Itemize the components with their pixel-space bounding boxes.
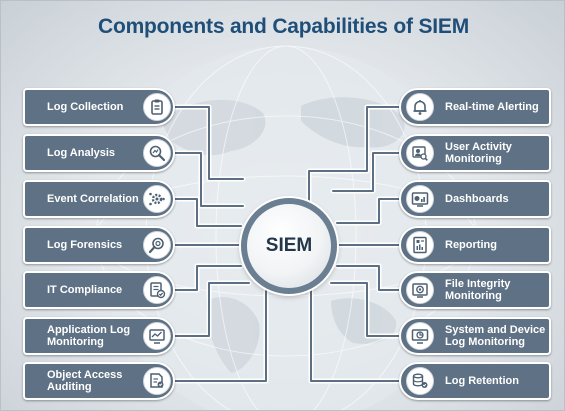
capability-dashboards: Dashboards — [399, 180, 551, 218]
component-label: Log Collection — [47, 101, 124, 113]
component-log-collection: Log Collection — [23, 88, 175, 126]
capability-label: Real-time Alerting — [445, 101, 539, 113]
capability-label: System and Device Log Monitoring — [445, 324, 546, 348]
page-title: Components and Capabilities of SIEM — [97, 15, 470, 38]
component-label: Application Log Monitoring — [47, 324, 131, 348]
capability-reporting: Reporting — [399, 226, 551, 264]
capability-user-activity-monitoring: User Activity Monitoring — [399, 134, 551, 172]
dashboard-icon — [406, 185, 434, 213]
component-object-access-auditing: Object Access Auditing — [23, 362, 175, 400]
capability-label: Log Retention — [445, 375, 519, 387]
magnifier-analysis-icon — [143, 139, 171, 167]
report-icon — [406, 231, 434, 259]
component-label: IT Compliance — [47, 284, 123, 296]
component-label: Object Access Auditing — [47, 369, 123, 393]
capability-label: Reporting — [445, 239, 497, 251]
component-label: Log Analysis — [47, 147, 116, 159]
monitor-chart-icon — [143, 322, 171, 350]
component-log-forensics: Log Forensics — [23, 226, 175, 264]
component-label: Event Correlation — [47, 193, 139, 205]
clipboard-icon — [143, 93, 171, 121]
capability-label: User Activity Monitoring — [445, 141, 512, 165]
system-monitor-icon — [406, 322, 434, 350]
capability-log-retention: Log Retention — [399, 362, 551, 400]
siem-hub: SIEM — [241, 198, 337, 294]
magnifier-icon — [143, 231, 171, 259]
user-search-icon — [406, 139, 434, 167]
bell-icon — [406, 93, 434, 121]
database-icon — [406, 367, 434, 395]
capability-system-device-log-monitoring: System and Device Log Monitoring — [399, 317, 551, 355]
document-audit-icon — [143, 367, 171, 395]
capability-file-integrity-monitoring: File Integrity Monitoring — [399, 271, 551, 309]
component-log-analysis: Log Analysis — [23, 134, 175, 172]
hub-label: SIEM — [265, 235, 313, 256]
component-application-log-monitoring: Application Log Monitoring — [23, 317, 175, 355]
capability-real-time-alerting: Real-time Alerting — [399, 88, 551, 126]
component-event-correlation: Event Correlation — [23, 180, 175, 218]
checklist-icon — [143, 276, 171, 304]
capability-label: Dashboards — [445, 193, 509, 205]
component-it-compliance: IT Compliance — [23, 271, 175, 309]
capability-label: File Integrity Monitoring — [445, 278, 511, 302]
file-integrity-icon — [406, 276, 434, 304]
gear-network-icon — [143, 185, 171, 213]
component-label: Log Forensics — [47, 239, 123, 251]
